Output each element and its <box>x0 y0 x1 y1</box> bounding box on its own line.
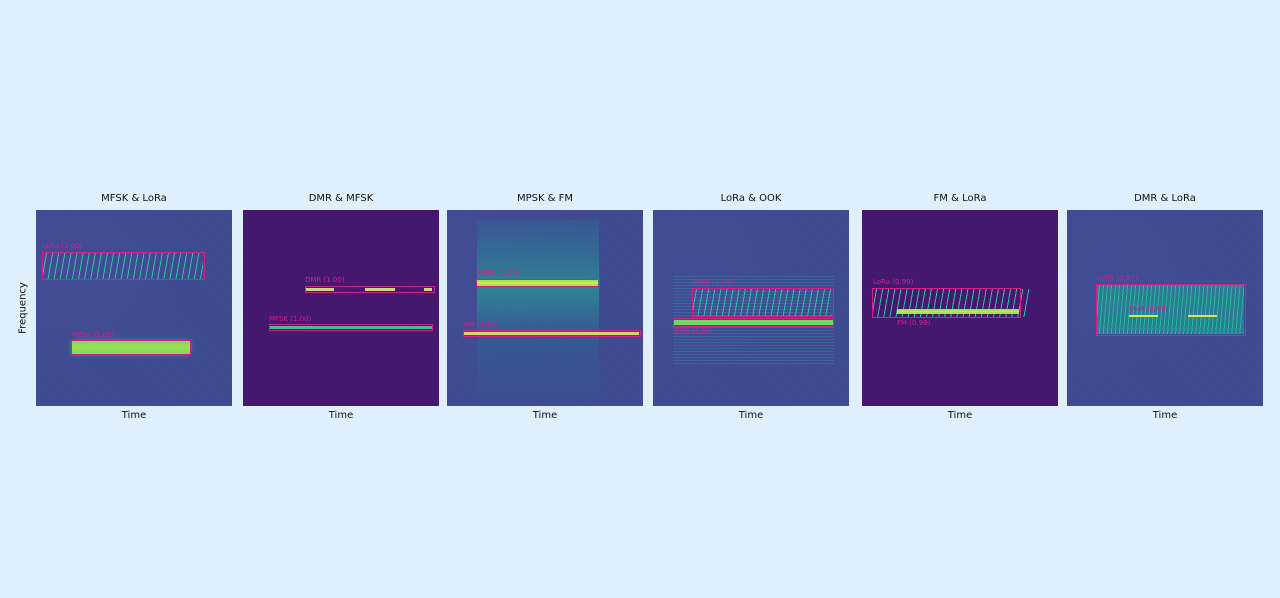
panel-title: DMR & LoRa <box>1134 193 1196 204</box>
mfsk-signal <box>72 341 190 354</box>
spectrogram: LoRa (0.97) DMR (1.00) <box>1067 210 1263 406</box>
detection-label: DMR (1.00) <box>1129 305 1169 313</box>
bounding-box-lora <box>1096 284 1246 336</box>
spectrogram-panel-dmr-lora: DMR & LoRa LoRa (0.97) DMR (1.00) Time <box>1067 193 1263 421</box>
bounding-box-dmr <box>305 286 435 293</box>
x-axis-label: Time <box>947 410 973 421</box>
detection-label: DMR (1.00) <box>305 276 345 284</box>
lora-signal <box>43 253 203 279</box>
spectrogram-panel-fm-lora: FM & LoRa LoRa (0.99) FM (0.99) Time <box>862 193 1058 421</box>
bounding-box-lora <box>692 288 834 317</box>
spectrogram: LoRa (1.00) OOK (1.00) <box>653 210 849 406</box>
spectrogram: LoRa (1.00) MFSK (1.00) <box>36 210 232 406</box>
detection-label: MFSK (1.00) <box>72 331 115 339</box>
y-axis-label: Frequency <box>17 282 29 334</box>
panel-title: MFSK & LoRa <box>101 193 167 204</box>
detection-label: LoRa (1.00) <box>42 242 83 250</box>
spectrogram-panel-dmr-mfsk: DMR & MFSK DMR (1.00) MFSK (1.00) Time <box>243 193 439 421</box>
detection-label: FM (0.99) <box>897 319 931 327</box>
mpsk-spectral-spread <box>477 220 599 406</box>
lora-signal <box>1097 285 1244 334</box>
spectrogram: LoRa (0.99) FM (0.99) <box>862 210 1058 406</box>
spectrogram: MPSK (1.00) FM (0.99) <box>447 210 643 406</box>
bounding-box-mpsk <box>476 279 600 287</box>
detection-label: FM (0.99) <box>464 321 498 329</box>
detection-label: LoRa (0.99) <box>873 278 914 286</box>
x-axis-label: Time <box>328 410 354 421</box>
mfsk-signal <box>270 326 432 329</box>
panel-title: DMR & MFSK <box>308 193 374 204</box>
x-axis-label: Time <box>1152 410 1178 421</box>
spectrogram-panel-mpsk-fm: MPSK & FM MPSK (1.00) FM (0.99) Time <box>447 193 643 421</box>
bounding-box-lora <box>872 288 1021 318</box>
x-axis-label: Time <box>532 410 558 421</box>
x-axis-label: Time <box>121 410 147 421</box>
spectrogram-panel-mfsk-lora: MFSK & LoRa LoRa (1.00) MFSK (1.00) Time <box>36 193 232 421</box>
detection-label: LoRa (0.97) <box>1097 274 1138 282</box>
ook-signal <box>674 320 833 325</box>
bounding-box-mfsk <box>269 324 433 331</box>
fm-signal <box>464 332 639 335</box>
detection-label: MFSK (1.00) <box>269 315 312 323</box>
panel-title: FM & LoRa <box>933 193 987 204</box>
spectrogram-panel-lora-ook: LoRa & OOK LoRa (1.00) OOK (1.00) Time <box>653 193 849 421</box>
dmr-burst <box>1188 315 1217 317</box>
dmr-burst <box>365 288 395 291</box>
detection-label: LoRa (1.00) <box>693 278 734 286</box>
x-axis-label: Time <box>738 410 764 421</box>
spectrogram: DMR (1.00) MFSK (1.00) <box>243 210 439 406</box>
detection-label: MPSK (1.00) <box>477 269 520 277</box>
mpsk-signal <box>477 280 598 286</box>
bounding-box-lora <box>42 252 205 280</box>
bounding-box-fm <box>463 330 641 337</box>
bounding-box-ook <box>673 318 834 327</box>
panel-title: MPSK & FM <box>516 193 574 204</box>
detection-label: OOK (1.00) <box>674 327 713 335</box>
fm-signal <box>897 309 1019 314</box>
lora-signal <box>693 289 832 316</box>
bounding-box-mfsk <box>71 340 191 355</box>
dmr-burst <box>424 288 432 291</box>
dmr-burst <box>1129 315 1158 317</box>
panel-title: LoRa & OOK <box>720 193 782 204</box>
dmr-burst <box>306 288 334 291</box>
